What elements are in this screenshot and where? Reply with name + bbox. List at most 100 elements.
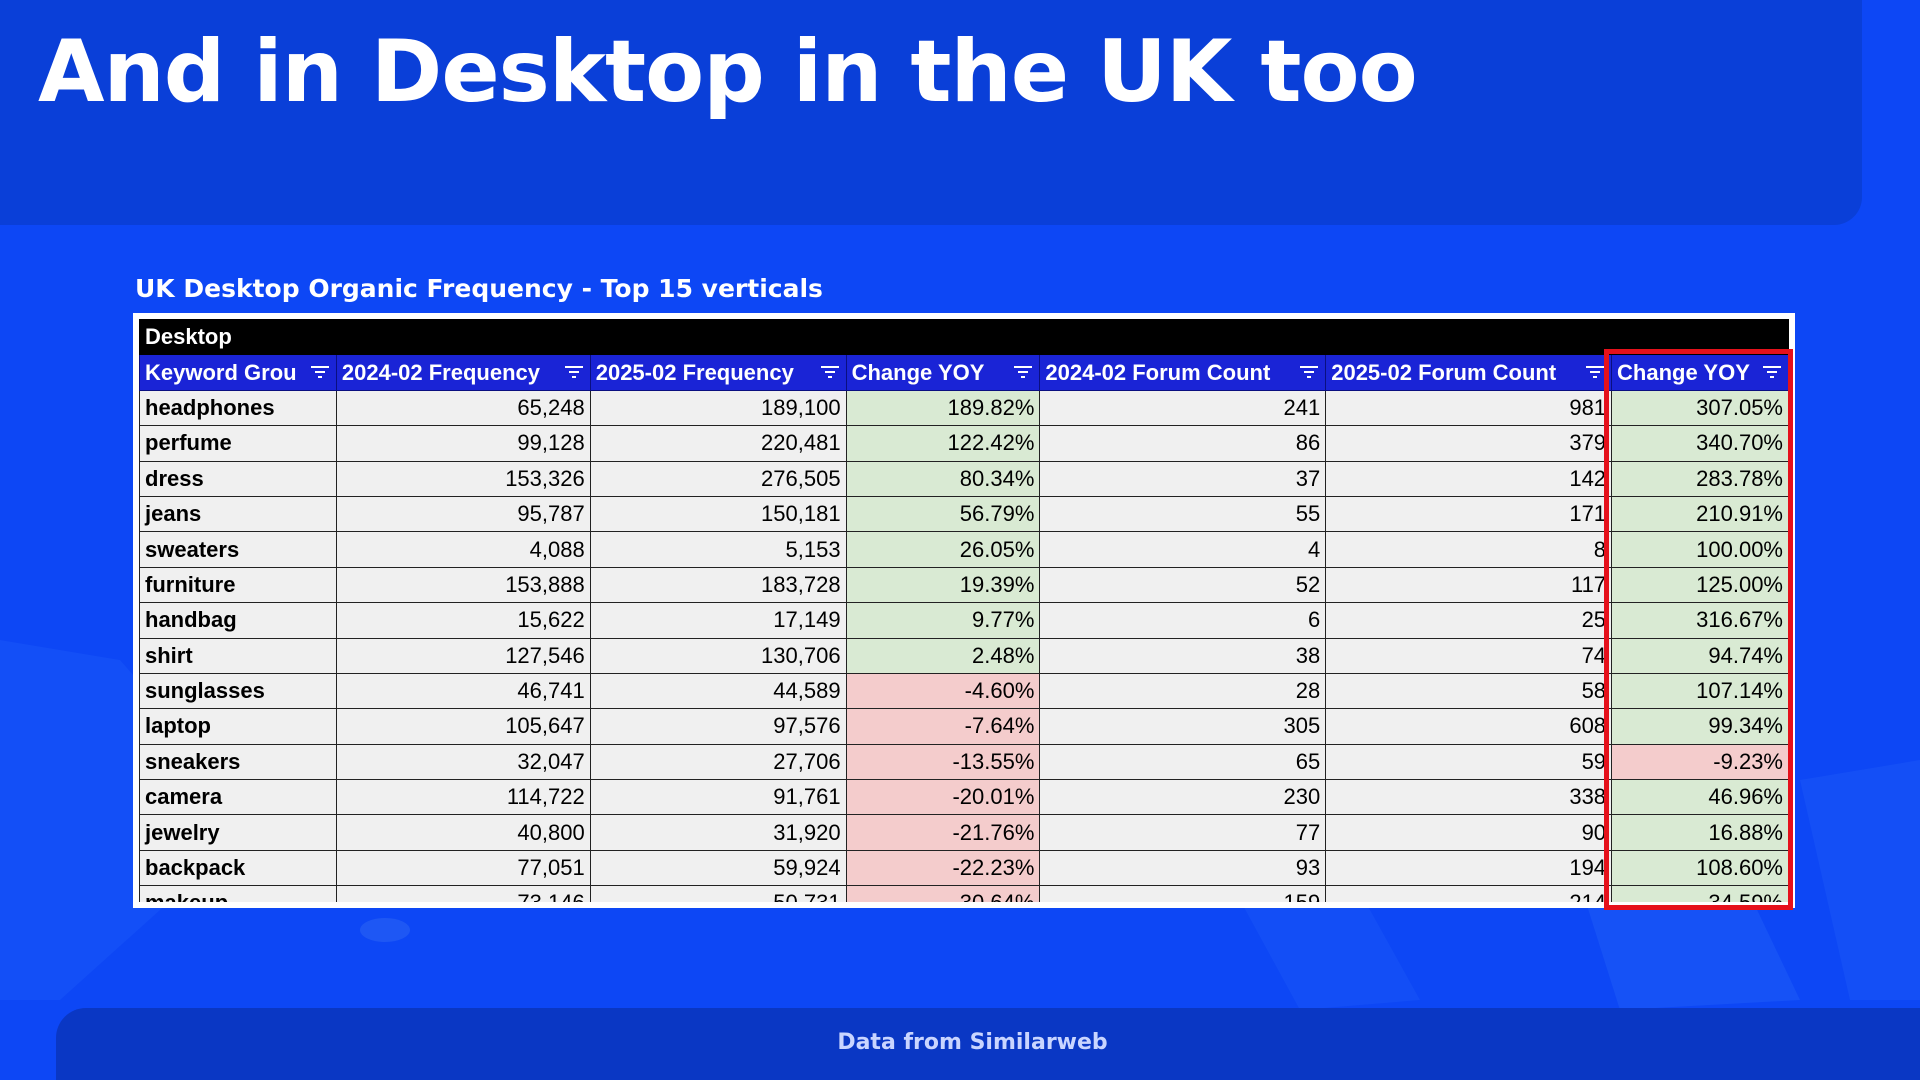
forum-count-2024-cell[interactable]: 38 [1039,637,1327,674]
frequency-2025-cell[interactable]: 91,761 [589,779,847,816]
frequency-2025-cell[interactable]: 183,728 [589,566,847,604]
frequency-2024-cell[interactable]: 153,888 [335,566,591,604]
frequency-2025-cell[interactable]: 5,153 [589,531,847,568]
filter-icon[interactable] [1762,364,1782,380]
frequency-2025-cell[interactable]: 17,149 [589,602,847,639]
header-change-yoy-frequency[interactable]: Change YOY [845,354,1041,391]
frequency-2024-cell[interactable]: 99,128 [335,425,591,462]
keyword-cell[interactable]: laptop [139,708,337,745]
change-yoy-forum-cell[interactable]: 46.96% [1611,779,1789,816]
frequency-2024-cell[interactable]: 40,800 [335,814,591,851]
forum-count-2025-cell[interactable]: 338 [1325,779,1613,816]
change-yoy-forum-cell[interactable]: 94.74% [1611,637,1789,674]
forum-count-2024-cell[interactable]: 77 [1039,814,1327,851]
header-frequency-2024[interactable]: 2024-02 Frequency [335,354,591,391]
keyword-cell[interactable]: furniture [139,566,337,604]
forum-count-2025-cell[interactable]: 379 [1325,425,1613,462]
change-yoy-frequency-cell[interactable]: -20.01% [845,779,1041,816]
frequency-2024-cell[interactable]: 46,741 [335,672,591,710]
keyword-cell[interactable]: camera [139,779,337,816]
forum-count-2025-cell[interactable]: 74 [1325,637,1613,674]
change-yoy-forum-cell[interactable]: 307.05% [1611,389,1789,427]
change-yoy-frequency-cell[interactable]: 26.05% [845,531,1041,568]
forum-count-2025-cell[interactable]: 90 [1325,814,1613,851]
forum-count-2024-cell[interactable]: 305 [1039,708,1327,745]
forum-count-2024-cell[interactable]: 65 [1039,743,1327,781]
change-yoy-frequency-cell[interactable]: -4.60% [845,672,1041,710]
frequency-2024-cell[interactable]: 65,248 [335,389,591,427]
forum-count-2025-cell[interactable]: 59 [1325,743,1613,781]
keyword-cell[interactable]: sweaters [139,531,337,568]
keyword-cell[interactable]: jewelry [139,814,337,851]
filter-icon[interactable] [1585,364,1605,380]
header-change-yoy-forum[interactable]: Change YOY [1611,354,1789,391]
forum-count-2025-cell[interactable]: 142 [1325,460,1613,497]
change-yoy-frequency-cell[interactable]: -30.64% [845,885,1041,902]
change-yoy-forum-cell[interactable]: -9.23% [1611,743,1789,781]
frequency-2025-cell[interactable]: 130,706 [589,637,847,674]
change-yoy-forum-cell[interactable]: 107.14% [1611,672,1789,710]
forum-count-2024-cell[interactable]: 241 [1039,389,1327,427]
frequency-2025-cell[interactable]: 59,924 [589,849,847,887]
keyword-cell[interactable]: makeup [139,885,337,902]
change-yoy-frequency-cell[interactable]: -21.76% [845,814,1041,851]
frequency-2024-cell[interactable]: 77,051 [335,849,591,887]
forum-count-2024-cell[interactable]: 37 [1039,460,1327,497]
forum-count-2025-cell[interactable]: 8 [1325,531,1613,568]
change-yoy-frequency-cell[interactable]: 9.77% [845,602,1041,639]
forum-count-2024-cell[interactable]: 93 [1039,849,1327,887]
change-yoy-frequency-cell[interactable]: -13.55% [845,743,1041,781]
change-yoy-frequency-cell[interactable]: 80.34% [845,460,1041,497]
change-yoy-frequency-cell[interactable]: -7.64% [845,708,1041,745]
filter-icon[interactable] [564,364,584,380]
forum-count-2024-cell[interactable]: 4 [1039,531,1327,568]
forum-count-2025-cell[interactable]: 981 [1325,389,1613,427]
change-yoy-forum-cell[interactable]: 210.91% [1611,495,1789,533]
keyword-cell[interactable]: handbag [139,602,337,639]
frequency-2025-cell[interactable]: 31,920 [589,814,847,851]
change-yoy-forum-cell[interactable]: 283.78% [1611,460,1789,497]
frequency-2024-cell[interactable]: 73,146 [335,885,591,902]
forum-count-2025-cell[interactable]: 608 [1325,708,1613,745]
frequency-2024-cell[interactable]: 4,088 [335,531,591,568]
change-yoy-frequency-cell[interactable]: -22.23% [845,849,1041,887]
forum-count-2024-cell[interactable]: 86 [1039,425,1327,462]
frequency-2025-cell[interactable]: 276,505 [589,460,847,497]
frequency-2025-cell[interactable]: 27,706 [589,743,847,781]
change-yoy-forum-cell[interactable]: 108.60% [1611,849,1789,887]
change-yoy-forum-cell[interactable]: 125.00% [1611,566,1789,604]
frequency-2025-cell[interactable]: 189,100 [589,389,847,427]
filter-icon[interactable] [820,364,840,380]
frequency-2024-cell[interactable]: 153,326 [335,460,591,497]
header-forum-count-2024[interactable]: 2024-02 Forum Count [1039,354,1327,391]
filter-icon[interactable] [1013,364,1033,380]
keyword-cell[interactable]: headphones [139,389,337,427]
header-forum-count-2025[interactable]: 2025-02 Forum Count [1325,354,1613,391]
change-yoy-forum-cell[interactable]: 340.70% [1611,425,1789,462]
forum-count-2024-cell[interactable]: 28 [1039,672,1327,710]
keyword-cell[interactable]: shirt [139,637,337,674]
forum-count-2024-cell[interactable]: 6 [1039,602,1327,639]
forum-count-2025-cell[interactable]: 171 [1325,495,1613,533]
filter-icon[interactable] [310,364,330,380]
forum-count-2024-cell[interactable]: 159 [1039,885,1327,902]
keyword-cell[interactable]: dress [139,460,337,497]
change-yoy-forum-cell[interactable]: 316.67% [1611,602,1789,639]
change-yoy-frequency-cell[interactable]: 189.82% [845,389,1041,427]
change-yoy-frequency-cell[interactable]: 56.79% [845,495,1041,533]
change-yoy-forum-cell[interactable]: 34.59% [1611,885,1789,902]
forum-count-2024-cell[interactable]: 230 [1039,779,1327,816]
keyword-cell[interactable]: sunglasses [139,672,337,710]
frequency-2025-cell[interactable]: 220,481 [589,425,847,462]
forum-count-2025-cell[interactable]: 214 [1325,885,1613,902]
frequency-2024-cell[interactable]: 15,622 [335,602,591,639]
keyword-cell[interactable]: jeans [139,495,337,533]
keyword-cell[interactable]: backpack [139,849,337,887]
frequency-2024-cell[interactable]: 127,546 [335,637,591,674]
forum-count-2025-cell[interactable]: 194 [1325,849,1613,887]
frequency-2025-cell[interactable]: 97,576 [589,708,847,745]
change-yoy-forum-cell[interactable]: 99.34% [1611,708,1789,745]
keyword-cell[interactable]: sneakers [139,743,337,781]
forum-count-2024-cell[interactable]: 55 [1039,495,1327,533]
frequency-2025-cell[interactable]: 50,731 [589,885,847,902]
